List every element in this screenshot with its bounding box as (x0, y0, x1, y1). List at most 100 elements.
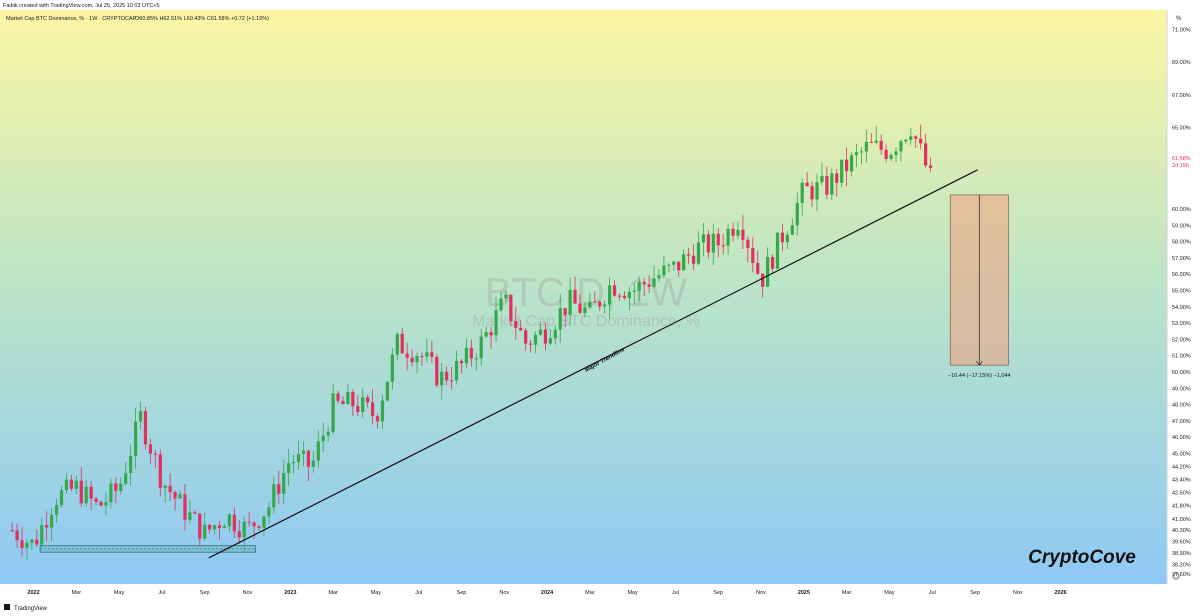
candle-down (94, 498, 98, 502)
candle-up (454, 360, 459, 381)
major-trendline[interactable] (208, 169, 978, 559)
candle-up (766, 257, 770, 287)
candle-down (237, 531, 241, 538)
candle-down (469, 347, 473, 359)
candle-down (153, 453, 157, 455)
y-tick-label: 38.20% (1172, 562, 1191, 568)
candle-up (795, 202, 799, 226)
candle-down (884, 149, 888, 159)
candle-up (109, 483, 113, 503)
x-tick-label: May (371, 590, 382, 596)
candle-up (262, 516, 266, 528)
candle-down (410, 357, 414, 363)
candle-down (924, 143, 928, 166)
candle-down (529, 343, 533, 345)
credit-text: Faibik created with TradingView.com, Jul… (3, 3, 160, 9)
candle-down (375, 416, 380, 422)
candle-up (840, 159, 844, 183)
candle-down (756, 263, 760, 274)
candle-down (835, 173, 839, 183)
measure-arrow-head (975, 360, 983, 366)
candle-down (524, 330, 528, 344)
candle-down (563, 308, 567, 315)
candle-up (326, 431, 330, 436)
x-tick-label: Mar (585, 590, 595, 596)
candle-down (193, 512, 197, 514)
candle-down (706, 234, 710, 253)
x-tick-label: May (627, 590, 638, 596)
x-tick-label: Sep (457, 590, 467, 596)
candle-up (785, 234, 789, 243)
candle-down (845, 159, 849, 172)
tradingview-footer-text: TradingView (14, 606, 48, 612)
candle-up (272, 484, 276, 508)
x-tick-label: Nov (243, 590, 253, 596)
candle-up (64, 479, 69, 491)
candle-up (909, 136, 913, 140)
bottom-bar (0, 584, 1200, 616)
candle-up (188, 512, 192, 520)
y-tick-label: 41.00% (1172, 517, 1191, 523)
y-tick-label: 56.00% (1172, 272, 1191, 278)
candle-up (227, 514, 231, 527)
candle-down (642, 281, 646, 285)
candle-up (346, 392, 350, 405)
candle-up (129, 456, 133, 474)
candle-down (341, 400, 345, 405)
candle-up (30, 539, 34, 543)
price-axis[interactable]: 71.00%69.00%67.00%65.00%63.00%60.00%59.0… (1172, 28, 1191, 579)
support-zone (39, 545, 256, 553)
x-tick-label: Mar (72, 590, 82, 596)
y-tick-label: 50.00% (1172, 370, 1191, 376)
measure-tool[interactable]: −10.44 (−17.15%) −1,044 (948, 194, 1011, 379)
candle-up (548, 338, 552, 344)
x-tick-label: 2025 (798, 590, 810, 596)
candle-down (208, 524, 212, 530)
candle-down (400, 333, 404, 354)
candle-down (232, 514, 236, 532)
y-tick-label: 38.90% (1172, 551, 1191, 557)
candle-up (894, 151, 898, 156)
x-tick-label: Sep (970, 590, 980, 596)
candle-up (484, 332, 488, 337)
y-tick-label: 69.00% (1172, 60, 1191, 66)
candle-up (864, 141, 868, 152)
candle-up (588, 301, 592, 308)
tradingview-logo-icon (4, 604, 10, 610)
candle-down (509, 294, 513, 322)
candle-up (138, 411, 143, 422)
candle-down (217, 525, 222, 529)
candle-up (701, 234, 706, 243)
x-tick-label: Sep (713, 590, 723, 596)
candle-up (267, 507, 271, 517)
candle-down (45, 525, 49, 528)
y-tick-label: 67.00% (1172, 93, 1191, 99)
candle-up (282, 473, 286, 494)
candle-up (553, 329, 557, 339)
candle-down (928, 165, 933, 169)
signature-text: CryptoCove (1028, 547, 1136, 568)
measure-label: −10.44 (−17.15%) −1,044 (948, 373, 1011, 379)
candle-up (415, 355, 419, 363)
candle-up (203, 524, 207, 539)
candle-up (440, 371, 444, 386)
x-tick-label: Jul (415, 590, 422, 596)
y-tick-label: 59.00% (1172, 223, 1191, 229)
candle-down (761, 273, 765, 287)
candle-up (301, 450, 306, 455)
candle-up (163, 485, 167, 488)
settings-gear-icon[interactable] (1172, 572, 1180, 580)
candle-up (25, 542, 29, 548)
candle-up (652, 278, 656, 287)
candle-up (682, 254, 686, 271)
y-tick-label: 53.00% (1172, 321, 1191, 327)
candle-up (104, 502, 108, 506)
time-axis[interactable]: 2022 Mar May Jul Sep Nov 2023 Mar May Jul Sep Nov 20… (27, 590, 1066, 596)
candle-down (79, 480, 83, 504)
candle-up (558, 308, 562, 330)
tradingview-footer[interactable]: TradingView (4, 604, 48, 612)
candle-down (746, 239, 750, 249)
candle-down (89, 486, 93, 499)
candle-up (212, 525, 217, 530)
candle-down (598, 301, 602, 307)
